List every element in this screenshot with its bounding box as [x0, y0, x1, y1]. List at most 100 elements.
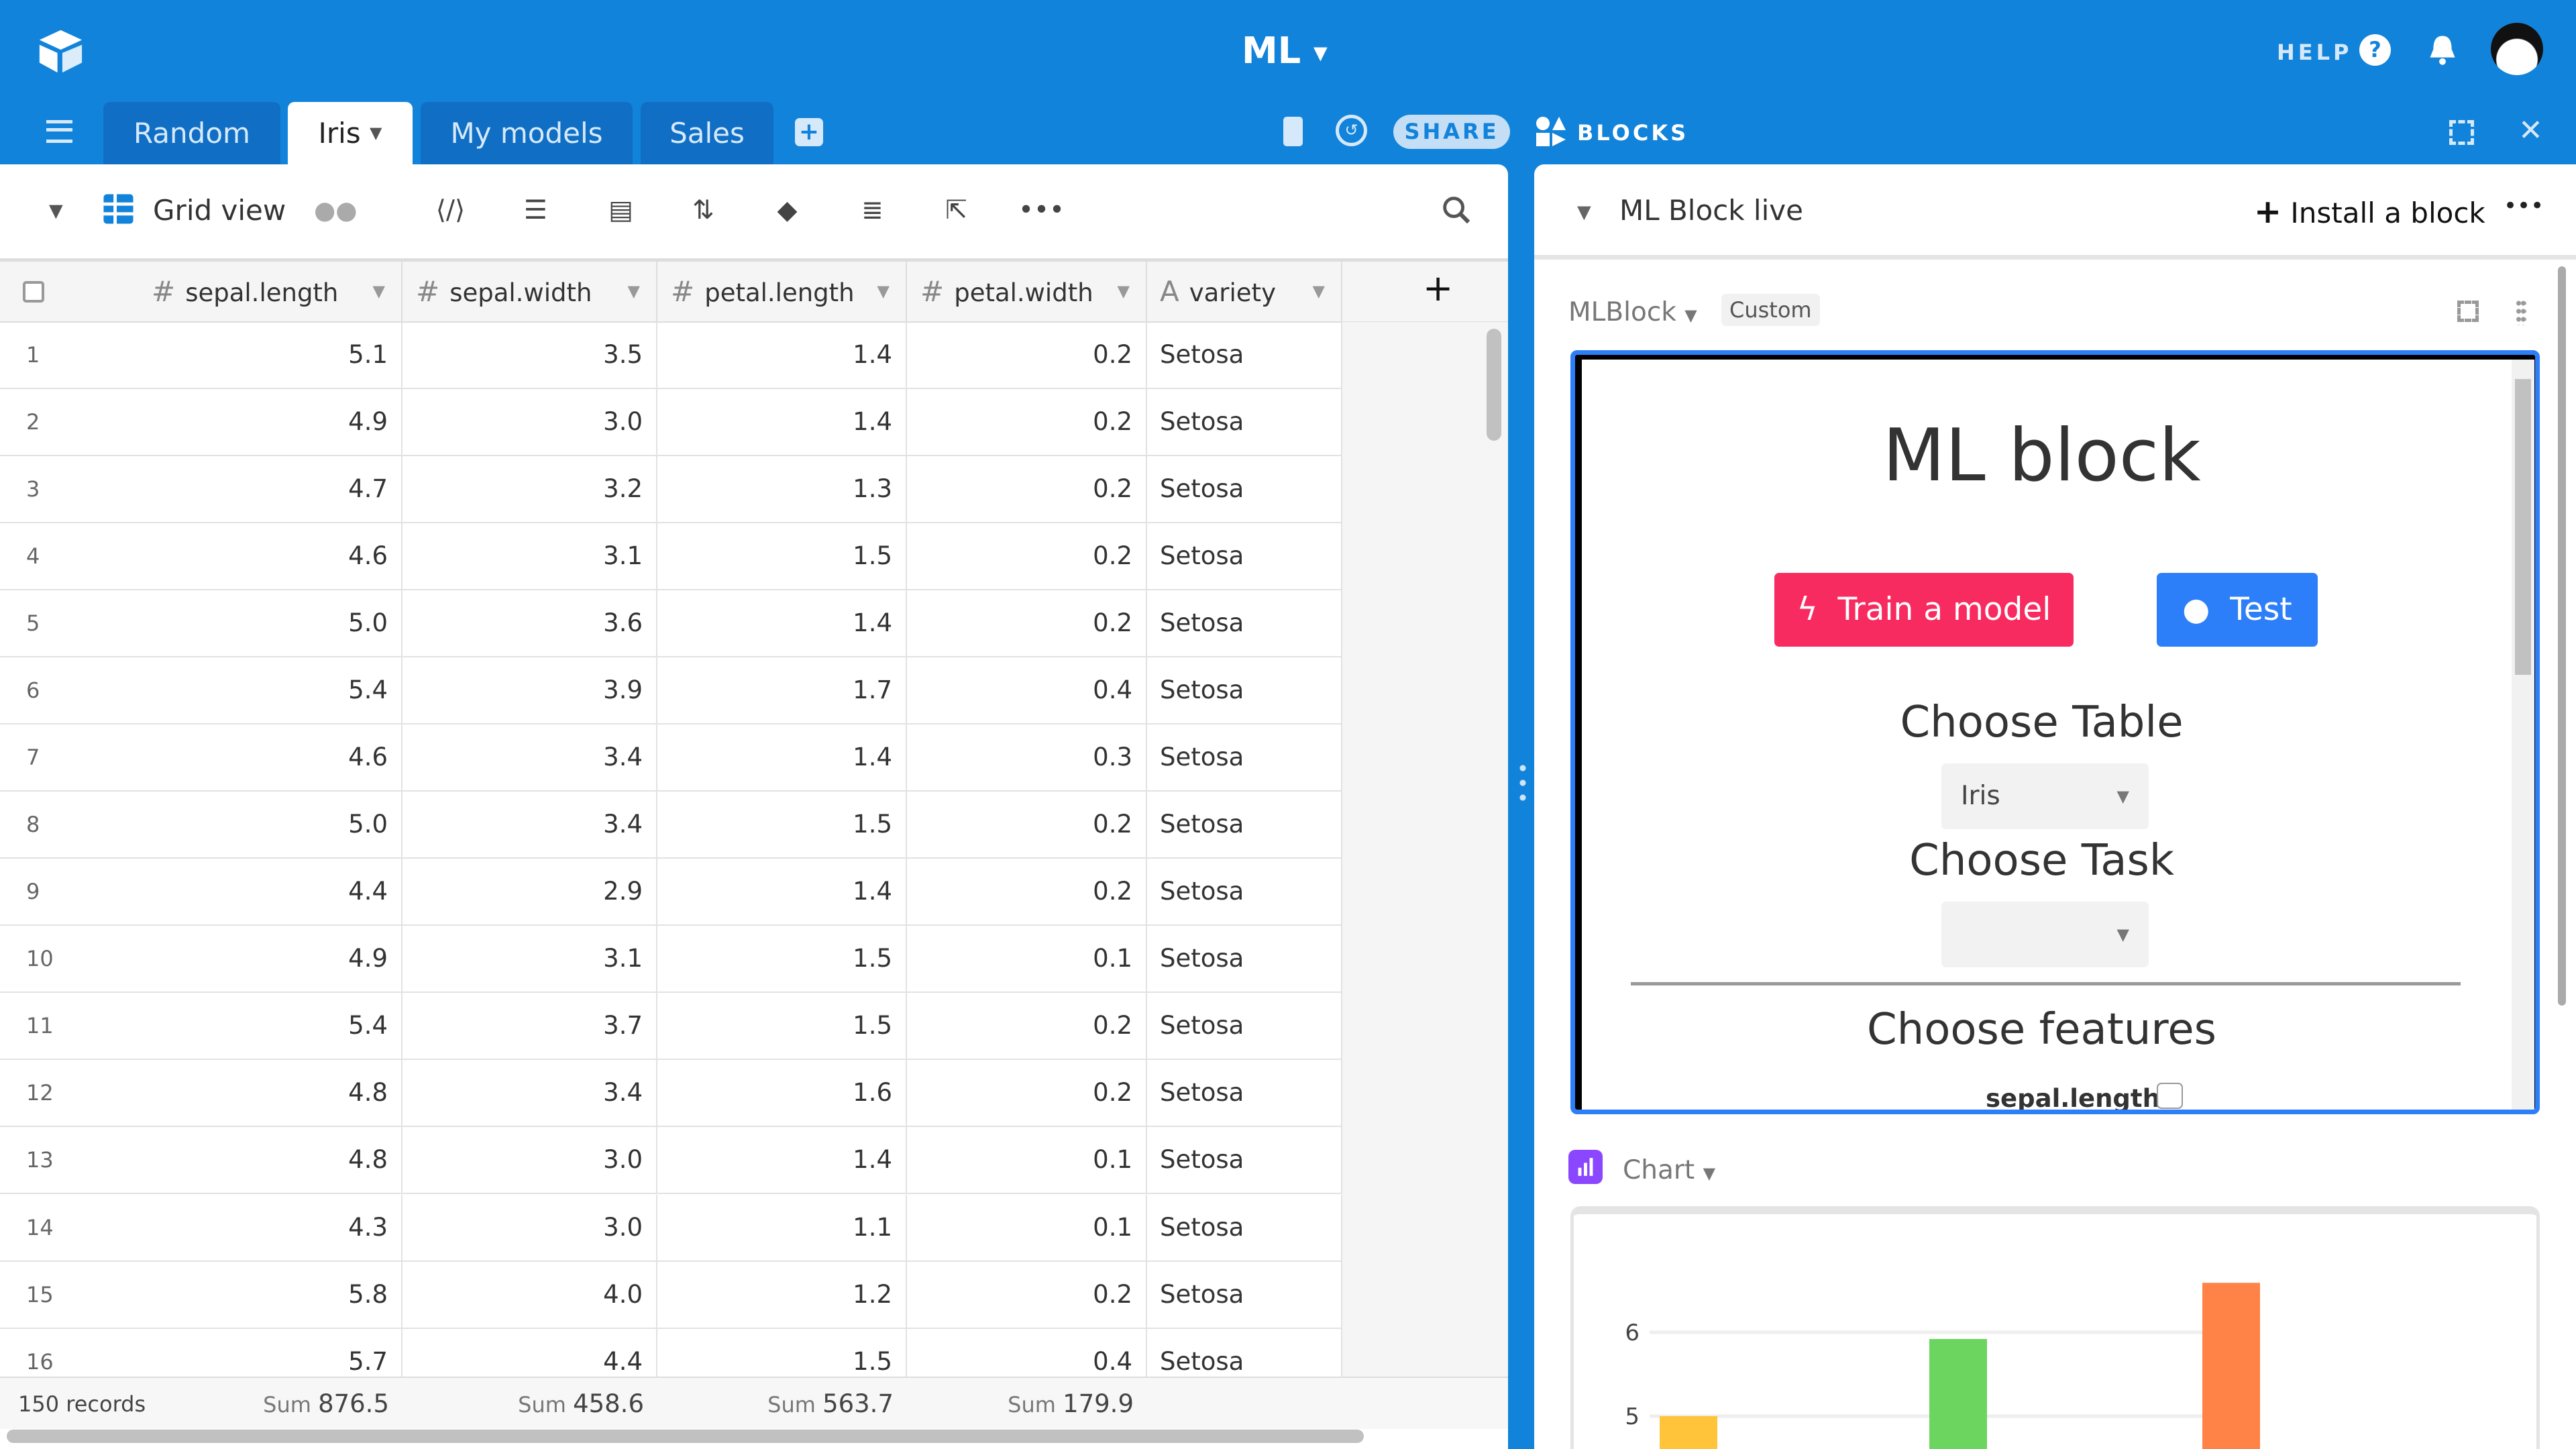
collapse-icon[interactable]: ▼ — [1577, 202, 1591, 223]
table-row[interactable]: 5 5.0 3.6 1.4 0.2 Setosa — [0, 590, 1342, 658]
cell-petal-length[interactable]: 1.5 — [657, 1328, 907, 1395]
close-icon[interactable]: ✕ — [2518, 113, 2543, 148]
bell-icon[interactable] — [2428, 34, 2457, 66]
trash-icon[interactable] — [1283, 117, 1303, 146]
tab-iris[interactable]: Iris ▼ — [288, 102, 413, 164]
cell-variety[interactable]: Setosa — [1146, 1261, 1342, 1328]
iframe-scrollbar[interactable] — [2512, 360, 2534, 1110]
more-options-icon[interactable]: ••• — [1018, 195, 1065, 225]
cell-petal-length[interactable]: 1.2 — [657, 1261, 907, 1328]
cell-sepal-length[interactable]: 4.9 — [0, 926, 402, 992]
cell-sepal-length[interactable]: 5.0 — [0, 792, 402, 858]
cell-sepal-width[interactable]: 3.6 — [402, 590, 657, 657]
cell-petal-width[interactable]: 0.1 — [907, 1127, 1147, 1193]
table-select[interactable]: Iris ▼ — [1941, 763, 2149, 829]
cell-variety[interactable]: Setosa — [1146, 322, 1342, 388]
base-title[interactable]: ML ▼ — [1242, 30, 1328, 72]
column-header-sepal-width[interactable]: # sepal.width ▼ — [402, 262, 657, 321]
group-icon[interactable]: ▤ — [608, 195, 633, 225]
cell-petal-length[interactable]: 1.4 — [657, 389, 907, 455]
cell-variety[interactable]: Setosa — [1146, 389, 1342, 455]
panel-resize-handle[interactable] — [1519, 761, 1526, 804]
cell-sepal-width[interactable]: 3.2 — [402, 456, 657, 523]
help-icon[interactable]: ? — [2359, 34, 2391, 66]
sum-petal-width[interactable]: Sum 179.9 — [1008, 1378, 1134, 1431]
cell-sepal-length[interactable]: 5.4 — [0, 657, 402, 724]
share-view-icon[interactable]: ⇱ — [945, 195, 967, 225]
column-header-petal-length[interactable]: # petal.length ▼ — [657, 262, 907, 321]
cell-sepal-length[interactable]: 5.8 — [0, 1261, 402, 1328]
cell-petal-length[interactable]: 1.6 — [657, 1060, 907, 1126]
cell-petal-length[interactable]: 1.4 — [657, 724, 907, 791]
cell-petal-length[interactable]: 1.5 — [657, 792, 907, 858]
hamburger-menu-icon[interactable] — [46, 120, 72, 143]
cell-variety[interactable]: Setosa — [1146, 1194, 1342, 1260]
cell-sepal-width[interactable]: 4.0 — [402, 1261, 657, 1328]
panel-scrollbar[interactable] — [2558, 266, 2566, 1006]
test-button[interactable]: ● Test — [2157, 573, 2318, 647]
dashboard-name[interactable]: ML Block live — [1619, 194, 1803, 227]
cell-petal-length[interactable]: 1.4 — [657, 590, 907, 657]
cell-petal-width[interactable]: 0.1 — [907, 926, 1147, 992]
chevron-down-icon[interactable]: ▼ — [372, 282, 385, 301]
expand-block-icon[interactable] — [2457, 301, 2479, 322]
cell-sepal-width[interactable]: 3.0 — [402, 1194, 657, 1260]
cell-sepal-width[interactable]: 3.7 — [402, 993, 657, 1059]
install-block-button[interactable]: + Install a block — [2254, 193, 2485, 231]
cell-petal-width[interactable]: 0.2 — [907, 389, 1147, 455]
table-row[interactable]: 8 5.0 3.4 1.5 0.2 Setosa — [0, 792, 1342, 859]
filter-icon[interactable]: ☰ — [524, 195, 547, 225]
cell-petal-width[interactable]: 0.2 — [907, 792, 1147, 858]
cell-petal-width[interactable]: 0.2 — [907, 993, 1147, 1059]
cell-sepal-length[interactable]: 4.8 — [0, 1127, 402, 1193]
cell-sepal-length[interactable]: 4.9 — [0, 389, 402, 455]
cell-sepal-length[interactable]: 5.1 — [0, 322, 402, 388]
cell-sepal-width[interactable]: 3.0 — [402, 389, 657, 455]
cell-sepal-width[interactable]: 2.9 — [402, 859, 657, 925]
table-row[interactable]: 1 5.1 3.5 1.4 0.2 Setosa — [0, 322, 1342, 389]
add-table-icon[interactable]: + — [795, 118, 823, 146]
tab-sales[interactable]: Sales — [641, 102, 773, 164]
fullscreen-icon[interactable] — [2449, 120, 2474, 145]
cell-petal-width[interactable]: 0.4 — [907, 1328, 1147, 1395]
cell-sepal-width[interactable]: 3.4 — [402, 1060, 657, 1126]
cell-petal-width[interactable]: 0.2 — [907, 859, 1147, 925]
cell-sepal-width[interactable]: 3.0 — [402, 1127, 657, 1193]
cell-sepal-length[interactable]: 5.7 — [0, 1328, 402, 1395]
chevron-down-icon[interactable]: ▼ — [877, 282, 890, 301]
user-avatar[interactable] — [2491, 23, 2543, 75]
table-row[interactable]: 11 5.4 3.7 1.5 0.2 Setosa — [0, 993, 1342, 1061]
sort-icon[interactable]: ⇅ — [692, 195, 714, 225]
cell-sepal-length[interactable]: 4.6 — [0, 523, 402, 590]
table-row[interactable]: 15 5.8 4.0 1.2 0.2 Setosa — [0, 1261, 1342, 1329]
cell-petal-width[interactable]: 0.1 — [907, 1194, 1147, 1260]
table-row[interactable]: 13 4.8 3.0 1.4 0.1 Setosa — [0, 1127, 1342, 1195]
cell-variety[interactable]: Setosa — [1146, 657, 1342, 724]
cell-sepal-length[interactable]: 4.7 — [0, 456, 402, 523]
sum-sepal-width[interactable]: Sum 458.6 — [518, 1378, 644, 1431]
cell-petal-width[interactable]: 0.2 — [907, 1060, 1147, 1126]
cell-petal-width[interactable]: 0.2 — [907, 322, 1147, 388]
table-row[interactable]: 10 4.9 3.1 1.5 0.1 Setosa — [0, 926, 1342, 994]
table-row[interactable]: 7 4.6 3.4 1.4 0.3 Setosa — [0, 724, 1342, 792]
cell-sepal-width[interactable]: 4.4 — [402, 1328, 657, 1395]
cell-sepal-width[interactable]: 3.4 — [402, 724, 657, 791]
cell-petal-length[interactable]: 1.5 — [657, 523, 907, 590]
cell-petal-length[interactable]: 1.4 — [657, 859, 907, 925]
chevron-down-icon[interactable]: ▼ — [370, 123, 382, 142]
cell-sepal-length[interactable]: 4.8 — [0, 1060, 402, 1126]
cell-petal-width[interactable]: 0.4 — [907, 657, 1147, 724]
cell-variety[interactable]: Setosa — [1146, 590, 1342, 657]
horizontal-scrollbar[interactable] — [7, 1430, 1364, 1443]
sum-sepal-length[interactable]: Sum 876.5 — [263, 1378, 389, 1431]
cell-sepal-length[interactable]: 4.6 — [0, 724, 402, 791]
cell-variety[interactable]: Setosa — [1146, 1127, 1342, 1193]
chevron-down-icon[interactable]: ▼ — [627, 282, 640, 301]
cell-variety[interactable]: Setosa — [1146, 1328, 1342, 1395]
cell-petal-width[interactable]: 0.2 — [907, 456, 1147, 523]
table-row[interactable]: 9 4.4 2.9 1.4 0.2 Setosa — [0, 859, 1342, 926]
cell-sepal-width[interactable]: 3.1 — [402, 523, 657, 590]
ml-block-menu[interactable]: MLBlock ▼ — [1568, 297, 1697, 327]
cell-sepal-width[interactable]: 3.5 — [402, 322, 657, 388]
